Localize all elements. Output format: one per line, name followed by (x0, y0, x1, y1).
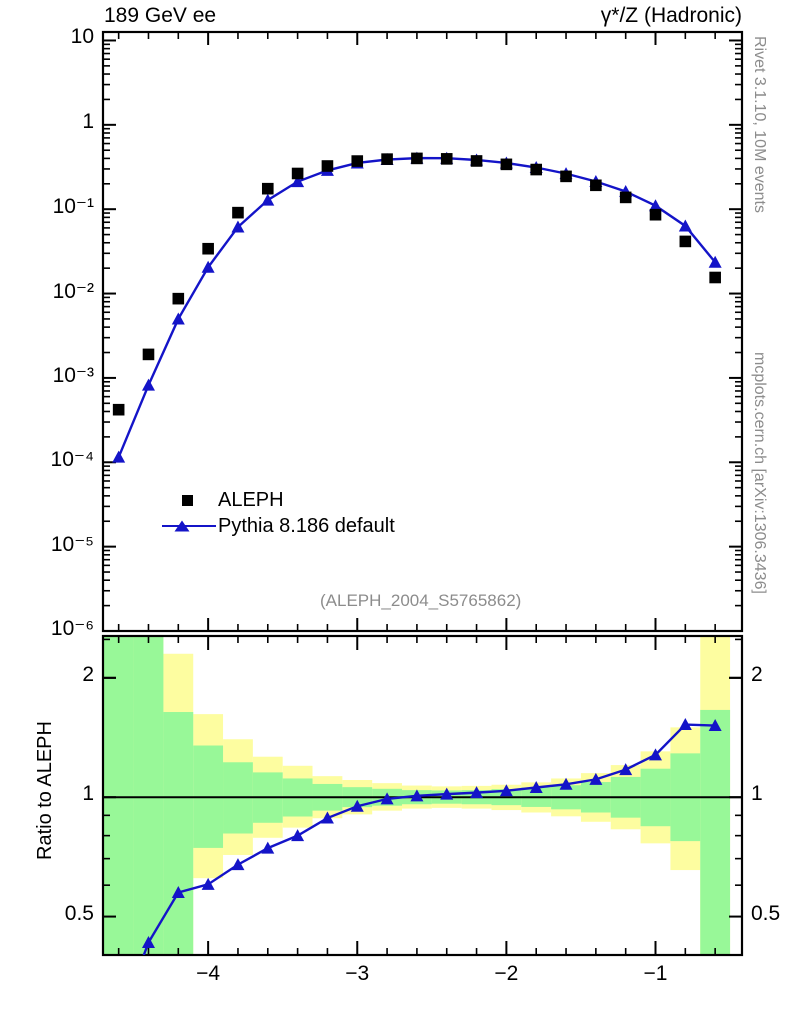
mc-point-marker (261, 193, 275, 206)
header-right-title: γ*/Z (Hadronic) (600, 4, 742, 27)
ratio-point-marker (589, 772, 603, 785)
data-point-marker (381, 153, 393, 165)
data-point-marker (619, 191, 632, 204)
data-point-marker (321, 160, 334, 172)
ratio-point-marker (141, 936, 155, 949)
main-y-tick-label: 10⁻² (52, 279, 94, 303)
mc-point-marker (231, 220, 245, 233)
ratio-point-marker (350, 799, 364, 812)
data-point-marker (172, 292, 185, 305)
legend-marker-triangle (160, 518, 218, 534)
data-point-marker (590, 179, 602, 192)
ratio-point-marker (619, 763, 633, 776)
main-y-tick-label: 10⁻⁶ (50, 617, 94, 640)
ratio-plot-frame (101, 634, 744, 957)
ratio-point-marker (499, 784, 513, 797)
ratio-point-marker (529, 780, 543, 793)
header-left-title: 189 GeV ee (104, 4, 217, 27)
legend-entry-pythia: Pythia 8.186 default (160, 513, 395, 539)
data-point-marker (232, 206, 244, 219)
data-point-marker (291, 167, 304, 180)
ratio-point-marker (201, 877, 215, 890)
mc-point-marker (112, 450, 126, 463)
data-point-marker (261, 182, 274, 195)
ratio-band-inner (700, 709, 731, 955)
ratio-point-marker (171, 886, 185, 899)
mc-point-marker (141, 378, 155, 391)
data-point-marker (142, 348, 155, 361)
main-y-tick-label: 10⁻³ (52, 363, 94, 387)
ratio-band-inner (163, 712, 194, 955)
ratio-point-marker (380, 792, 394, 805)
data-point-marker (679, 235, 692, 248)
ratio-y-tick-label-left: 1 (82, 782, 94, 806)
mc-point-marker (708, 255, 722, 268)
ratio-y-tick-label-right: 0.5 (751, 901, 781, 925)
ratio-y-tick-label-right: 2 (751, 662, 763, 686)
legend-label-pythia: Pythia 8.186 default (218, 514, 395, 537)
ratio-point-marker (470, 786, 484, 799)
mc-point-marker (291, 175, 305, 188)
data-point-marker (500, 158, 513, 171)
legend: ALEPH Pythia 8.186 default (160, 487, 395, 539)
legend-marker-square (160, 493, 218, 507)
main-plot-frame (101, 30, 744, 633)
ratio-x-tick-label: −4 (196, 962, 221, 985)
ratio-y-tick-label-left: 2 (82, 662, 94, 686)
ratio-point-marker (649, 748, 663, 761)
mc-point-marker (201, 260, 215, 273)
main-y-tick-label: 10 (70, 25, 94, 49)
ratio-point-marker (440, 787, 454, 800)
data-point-marker (530, 163, 543, 176)
main-panel (101, 30, 744, 633)
ratio-point-marker (231, 858, 245, 871)
data-point-marker (351, 155, 364, 167)
main-y-tick-label: 1 (82, 109, 94, 133)
data-point-marker (649, 208, 662, 221)
ratio-y-tick-label-left: 0.5 (64, 901, 94, 925)
data-point-marker (709, 271, 721, 284)
ratio-y-tick-label-right: 1 (751, 782, 763, 806)
ratio-x-tick-label: −3 (345, 962, 370, 985)
analysis-watermark: (ALEPH_2004_S5765862) (320, 591, 522, 610)
ratio-point-marker (559, 777, 573, 790)
data-point-marker (112, 403, 125, 416)
data-point-marker (470, 155, 483, 167)
ratio-point-marker (410, 789, 424, 802)
ratio-point-marker (261, 841, 275, 854)
main-y-tick-label: 10⁻¹ (52, 195, 94, 219)
data-point-marker (560, 170, 572, 183)
ratio-x-tick-label: −1 (643, 962, 668, 985)
legend-entry-aleph: ALEPH (160, 487, 395, 513)
data-point-marker (440, 153, 453, 165)
ratio-band-inner (133, 636, 164, 955)
ratio-point-marker (320, 811, 334, 824)
main-y-tick-label: 10⁻⁵ (50, 532, 94, 556)
mc-point-marker (678, 219, 692, 232)
ratio-x-tick-label: −2 (494, 962, 519, 985)
data-point-marker (202, 242, 214, 255)
main-y-tick-label: 10⁻⁴ (50, 448, 94, 472)
legend-label-aleph: ALEPH (218, 488, 284, 511)
data-point-marker (411, 152, 423, 165)
ratio-point-marker (291, 829, 305, 842)
ratio-panel (101, 634, 744, 957)
ratio-band-inner (103, 636, 134, 955)
ratio-y-axis-title: Ratio to ALEPH (34, 721, 56, 860)
ratio-point-marker (678, 718, 692, 731)
mc-point-marker (171, 312, 185, 325)
mc-point-marker (649, 199, 663, 212)
ratio-point-marker (708, 719, 722, 732)
